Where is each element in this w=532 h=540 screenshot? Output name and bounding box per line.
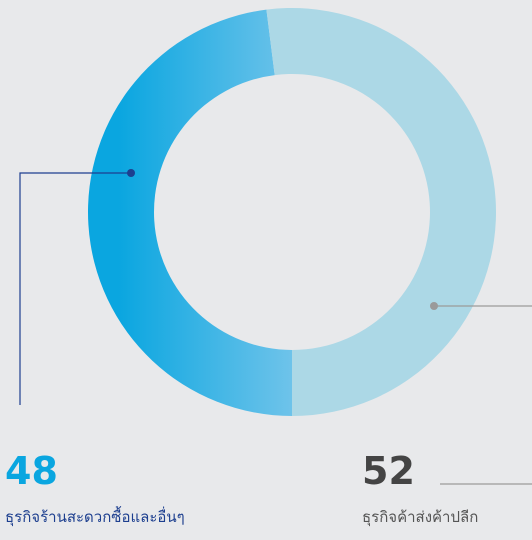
leader-line [19, 172, 131, 405]
value-label: 48 [5, 449, 58, 493]
category-label: ธุรกิจค้าส่งค้าปลีก [362, 508, 478, 527]
value-label: 52 [362, 449, 415, 493]
leader-dot [430, 302, 438, 310]
category-label: ธุรกิจร้านสะดวกซื้อและอื่นๆ [5, 506, 185, 527]
leader-dot [127, 169, 135, 177]
donut-segment [87, 9, 292, 416]
donut-segment [266, 8, 496, 416]
